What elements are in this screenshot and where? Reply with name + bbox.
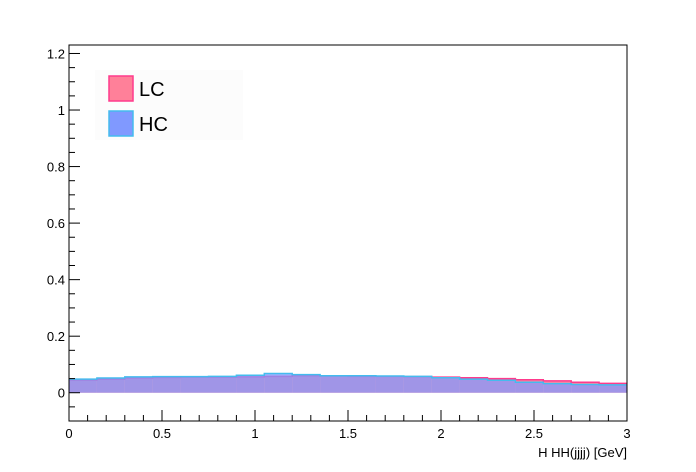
x-tick-label: 2 — [437, 426, 444, 441]
legend-swatch-lc — [108, 75, 134, 102]
x-tick-label: 0.5 — [153, 426, 171, 441]
bar-hc-17 — [543, 383, 572, 393]
x-tick-label: 3 — [623, 426, 630, 441]
x-tick-label: 2.5 — [525, 426, 543, 441]
bar-hc-1 — [96, 378, 125, 393]
bar-hc-19 — [599, 384, 627, 393]
x-axis-title: Η HH(jjjj) [GeV] — [538, 445, 627, 460]
legend-label-lc: LC — [139, 79, 165, 101]
bar-hc-8 — [292, 374, 321, 393]
y-tick-label: 0 — [58, 386, 65, 401]
bar-hc-5 — [208, 376, 237, 393]
series-hc — [69, 372, 627, 393]
bar-hc-15 — [487, 380, 516, 393]
legend: LC HC — [95, 70, 243, 140]
bar-hc-4 — [180, 376, 209, 393]
bar-hc-12 — [403, 376, 432, 393]
bar-hc-16 — [515, 382, 544, 393]
bar-hc-6 — [236, 375, 265, 393]
bar-hc-10 — [348, 375, 376, 393]
legend-swatch-hc — [108, 110, 134, 137]
x-tick-label: 1 — [251, 426, 258, 441]
bar-hc-0 — [69, 379, 97, 393]
x-tick-label: 0 — [65, 426, 72, 441]
y-tick-label: 0.8 — [47, 160, 65, 175]
y-tick-label: 0.6 — [47, 216, 65, 231]
y-axis-ticks: 0 0.2 0.4 0.6 0.8 1 1.2 — [47, 46, 80, 422]
y-tick-label: 1.2 — [47, 46, 65, 61]
bar-hc-11 — [375, 376, 404, 393]
y-tick-label: 0.2 — [47, 329, 65, 344]
x-tick-label: 1.5 — [339, 426, 357, 441]
bar-hc-14 — [459, 379, 488, 393]
bar-hc-18 — [571, 384, 600, 393]
bar-hc-7 — [264, 373, 293, 393]
histogram-bars — [69, 372, 627, 393]
outline-hc — [69, 372, 627, 386]
bar-hc-2 — [124, 376, 153, 393]
legend-label-hc: HC — [139, 114, 168, 136]
bar-hc-13 — [431, 377, 460, 393]
x-axis-ticks: 0 0.5 1 1.5 2 2.5 3 — [65, 410, 631, 441]
bar-hc-3 — [152, 376, 181, 393]
bar-hc-9 — [320, 375, 348, 393]
y-tick-label: 0.4 — [47, 273, 65, 288]
y-tick-label: 1 — [58, 103, 65, 118]
